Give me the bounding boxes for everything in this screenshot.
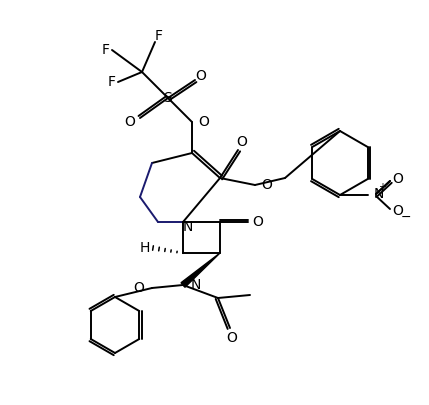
Polygon shape: [181, 253, 220, 287]
Text: O: O: [196, 69, 206, 83]
Text: O: O: [133, 281, 144, 295]
Text: F: F: [155, 29, 163, 43]
Text: O: O: [236, 135, 248, 149]
Text: N: N: [374, 187, 384, 201]
Text: S: S: [163, 91, 172, 105]
Text: +: +: [378, 182, 386, 192]
Text: O: O: [393, 172, 403, 186]
Text: O: O: [198, 115, 209, 129]
Text: N: N: [183, 220, 193, 234]
Text: F: F: [102, 43, 110, 57]
Text: O: O: [261, 178, 272, 192]
Text: H: H: [140, 241, 150, 255]
Text: O: O: [227, 331, 237, 345]
Text: N: N: [191, 278, 201, 292]
Text: O: O: [393, 204, 403, 218]
Text: F: F: [108, 75, 116, 89]
Text: −: −: [401, 211, 411, 224]
Text: O: O: [253, 215, 263, 229]
Text: O: O: [124, 115, 136, 129]
